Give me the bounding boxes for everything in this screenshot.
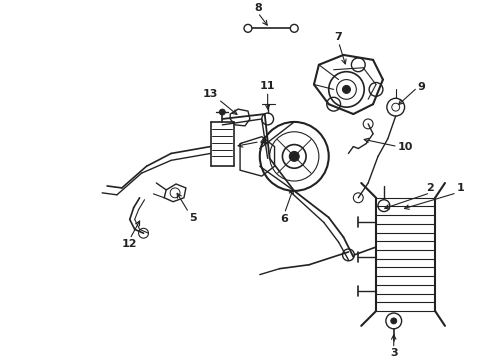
Circle shape (391, 318, 397, 324)
Text: 5: 5 (189, 212, 196, 222)
Text: 12: 12 (122, 239, 138, 249)
Text: 8: 8 (254, 3, 262, 13)
Text: 10: 10 (398, 141, 413, 152)
Text: 6: 6 (280, 213, 288, 224)
Text: 13: 13 (203, 89, 219, 99)
Text: 11: 11 (260, 81, 275, 91)
Circle shape (244, 24, 252, 32)
Text: 2: 2 (426, 183, 434, 193)
Circle shape (220, 109, 225, 115)
Text: 1: 1 (457, 183, 465, 193)
Text: 7: 7 (335, 32, 343, 42)
Circle shape (343, 85, 350, 93)
Text: 3: 3 (390, 348, 397, 359)
Circle shape (289, 152, 299, 161)
Circle shape (290, 24, 298, 32)
Text: 9: 9 (417, 82, 425, 93)
Text: 4: 4 (260, 137, 268, 147)
